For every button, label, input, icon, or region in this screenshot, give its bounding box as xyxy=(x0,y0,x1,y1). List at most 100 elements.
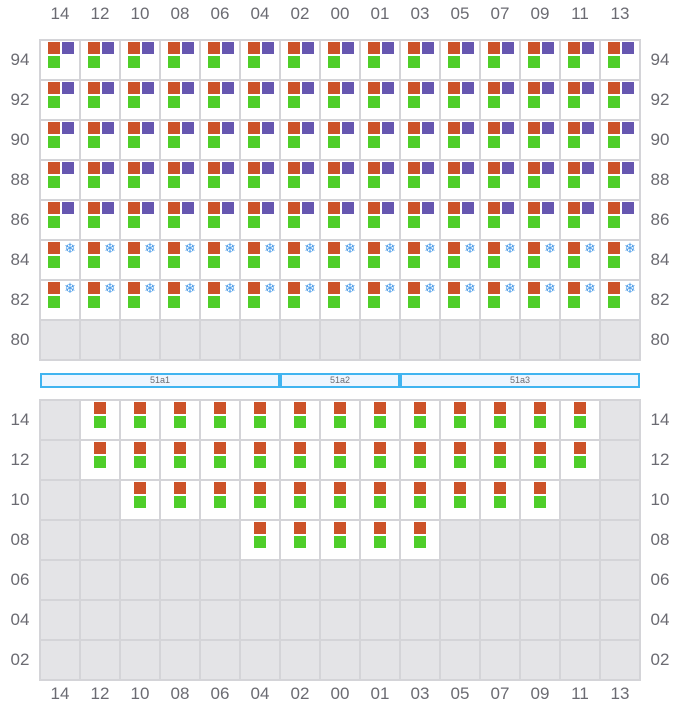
container-slot[interactable] xyxy=(81,401,119,439)
container-slot[interactable] xyxy=(121,401,159,439)
container-slot[interactable]: ❄ xyxy=(281,241,319,279)
container-slot[interactable] xyxy=(321,161,359,199)
container-slot[interactable] xyxy=(121,481,159,519)
container-slot[interactable] xyxy=(161,401,199,439)
container-slot[interactable] xyxy=(201,161,239,199)
container-slot[interactable] xyxy=(521,121,559,159)
container-slot[interactable] xyxy=(281,121,319,159)
container-slot[interactable]: ❄ xyxy=(521,281,559,319)
bay-segment-51a2[interactable]: 51a2 xyxy=(280,373,400,388)
container-slot[interactable] xyxy=(241,521,279,559)
container-slot[interactable] xyxy=(481,121,519,159)
container-slot[interactable] xyxy=(401,481,439,519)
container-slot[interactable] xyxy=(561,41,599,79)
container-slot[interactable]: ❄ xyxy=(161,241,199,279)
container-slot[interactable] xyxy=(441,441,479,479)
container-slot[interactable]: ❄ xyxy=(561,281,599,319)
container-slot[interactable] xyxy=(361,521,399,559)
container-slot[interactable] xyxy=(201,201,239,239)
container-slot[interactable] xyxy=(601,161,639,199)
container-slot[interactable] xyxy=(241,121,279,159)
container-slot[interactable] xyxy=(241,441,279,479)
container-slot[interactable] xyxy=(441,401,479,439)
container-slot[interactable] xyxy=(121,81,159,119)
container-slot[interactable] xyxy=(401,161,439,199)
container-slot[interactable] xyxy=(201,81,239,119)
container-slot[interactable] xyxy=(601,81,639,119)
container-slot[interactable] xyxy=(81,441,119,479)
container-slot[interactable] xyxy=(401,41,439,79)
container-slot[interactable] xyxy=(241,481,279,519)
container-slot[interactable] xyxy=(361,41,399,79)
container-slot[interactable] xyxy=(201,441,239,479)
container-slot[interactable]: ❄ xyxy=(281,281,319,319)
container-slot[interactable] xyxy=(41,161,79,199)
container-slot[interactable]: ❄ xyxy=(521,241,559,279)
container-slot[interactable] xyxy=(241,41,279,79)
container-slot[interactable] xyxy=(321,481,359,519)
container-slot[interactable] xyxy=(361,481,399,519)
container-slot[interactable] xyxy=(201,481,239,519)
container-slot[interactable]: ❄ xyxy=(441,281,479,319)
bay-segment-51a1[interactable]: 51a1 xyxy=(40,373,280,388)
container-slot[interactable]: ❄ xyxy=(201,241,239,279)
container-slot[interactable] xyxy=(241,201,279,239)
container-slot[interactable]: ❄ xyxy=(601,281,639,319)
container-slot[interactable] xyxy=(521,201,559,239)
container-slot[interactable] xyxy=(161,121,199,159)
container-slot[interactable] xyxy=(481,481,519,519)
bay-segment-51a3[interactable]: 51a3 xyxy=(400,373,640,388)
container-slot[interactable] xyxy=(441,481,479,519)
container-slot[interactable] xyxy=(321,401,359,439)
container-slot[interactable] xyxy=(121,41,159,79)
container-slot[interactable] xyxy=(601,121,639,159)
container-slot[interactable] xyxy=(441,81,479,119)
container-slot[interactable] xyxy=(481,81,519,119)
container-slot[interactable] xyxy=(361,401,399,439)
container-slot[interactable] xyxy=(521,161,559,199)
container-slot[interactable]: ❄ xyxy=(161,281,199,319)
container-slot[interactable]: ❄ xyxy=(241,281,279,319)
container-slot[interactable]: ❄ xyxy=(41,281,79,319)
container-slot[interactable] xyxy=(41,121,79,159)
container-slot[interactable] xyxy=(241,161,279,199)
container-slot[interactable] xyxy=(361,81,399,119)
container-slot[interactable]: ❄ xyxy=(361,281,399,319)
container-slot[interactable] xyxy=(41,81,79,119)
container-slot[interactable]: ❄ xyxy=(81,241,119,279)
container-slot[interactable] xyxy=(481,441,519,479)
container-slot[interactable] xyxy=(201,121,239,159)
container-slot[interactable] xyxy=(561,81,599,119)
container-slot[interactable] xyxy=(321,121,359,159)
container-slot[interactable] xyxy=(481,161,519,199)
container-slot[interactable] xyxy=(561,201,599,239)
container-slot[interactable] xyxy=(521,441,559,479)
container-slot[interactable] xyxy=(241,81,279,119)
container-slot[interactable] xyxy=(321,521,359,559)
container-slot[interactable] xyxy=(281,161,319,199)
container-slot[interactable]: ❄ xyxy=(441,241,479,279)
container-slot[interactable]: ❄ xyxy=(321,281,359,319)
container-slot[interactable] xyxy=(521,401,559,439)
container-slot[interactable] xyxy=(161,161,199,199)
container-slot[interactable]: ❄ xyxy=(481,241,519,279)
container-slot[interactable] xyxy=(521,81,559,119)
container-slot[interactable] xyxy=(281,41,319,79)
container-slot[interactable] xyxy=(321,41,359,79)
container-slot[interactable] xyxy=(401,121,439,159)
container-slot[interactable]: ❄ xyxy=(601,241,639,279)
container-slot[interactable] xyxy=(161,81,199,119)
container-slot[interactable] xyxy=(121,441,159,479)
container-slot[interactable]: ❄ xyxy=(561,241,599,279)
container-slot[interactable] xyxy=(161,441,199,479)
container-slot[interactable] xyxy=(281,481,319,519)
container-slot[interactable] xyxy=(321,201,359,239)
container-slot[interactable] xyxy=(481,401,519,439)
container-slot[interactable] xyxy=(81,41,119,79)
container-slot[interactable] xyxy=(321,81,359,119)
container-slot[interactable] xyxy=(401,401,439,439)
container-slot[interactable] xyxy=(441,161,479,199)
container-slot[interactable] xyxy=(81,121,119,159)
container-slot[interactable] xyxy=(481,201,519,239)
container-slot[interactable] xyxy=(401,201,439,239)
